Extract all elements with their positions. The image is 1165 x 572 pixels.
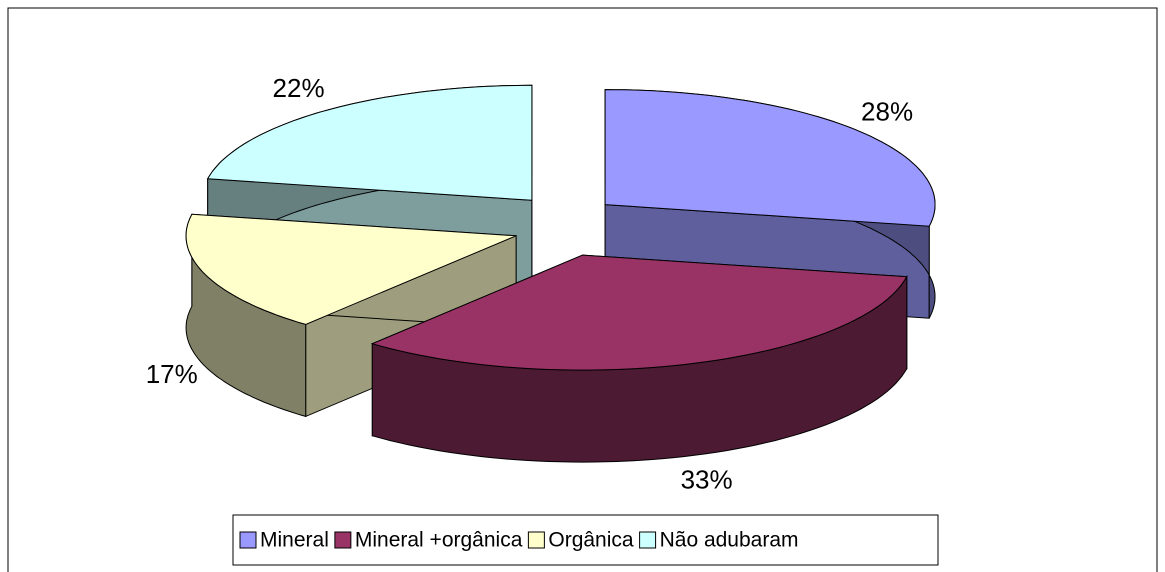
legend-label: Orgânica [548,529,634,552]
data-label: 28% [861,96,913,126]
slice-top [185,213,517,325]
legend-swatch [334,531,352,549]
data-label: 22% [273,73,325,103]
slice [185,213,517,418]
slice-top [604,89,936,227]
slice-top [206,84,533,201]
data-label: 17% [146,359,198,389]
legend-swatch [239,531,257,549]
legend-label: Mineral +orgânica [355,529,523,552]
slice-top [370,254,908,371]
legend-label: Não adubaram [660,529,799,552]
legend-swatch [639,531,657,549]
legend-label: Mineral [260,529,329,552]
slice [370,254,908,463]
data-label: 33% [681,465,733,495]
legend-swatch [527,531,545,549]
